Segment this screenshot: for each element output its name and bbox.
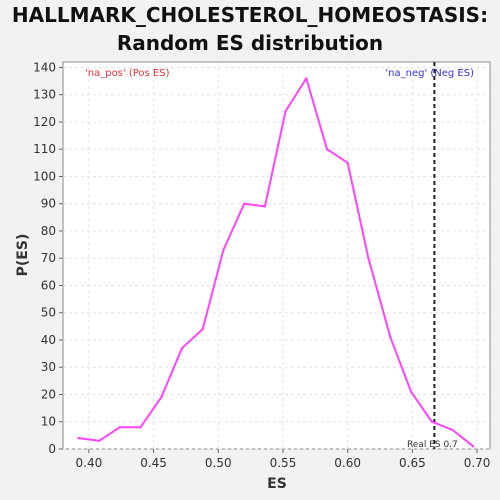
x-tick-label: 0.55 [270,456,297,470]
y-tick-label: 100 [33,169,56,183]
y-tick-label: 10 [41,415,56,429]
data-point [160,396,163,399]
series-line [78,77,474,448]
data-point [451,428,454,432]
y-tick-label: 130 [33,88,56,102]
data-point [284,109,287,113]
y-tick-label: 70 [41,251,56,265]
y-tick-label: 60 [41,278,56,292]
y-tick-label: 120 [33,115,56,129]
data-point [346,161,349,165]
x-tick-label: 0.65 [399,456,426,470]
data-point [409,390,413,393]
data-point [367,257,370,260]
y-tick-label: 90 [41,197,56,211]
series-layer [77,77,475,448]
real-es-label: Real ES 0.7 [407,440,458,450]
y-axis-label: P(ES) [15,234,31,277]
x-axis-label: ES [267,476,287,492]
x-tick-label: 0.50 [205,456,232,470]
y-tick-label: 140 [33,60,56,74]
data-point [118,425,122,429]
data-point [325,148,329,151]
data-point [222,248,225,252]
chart-title-line2: Random ES distribution [117,31,383,55]
data-point [305,77,308,80]
data-point [389,336,392,339]
y-tick-label: 20 [41,387,56,401]
y-tick-label: 30 [41,360,56,374]
data-point [471,445,475,448]
data-point [77,436,80,440]
x-tick-label: 0.40 [76,456,103,470]
axis-ticks: 0 10 20 30 40 50 60 70 80 90 100 110 120 130 140 0.40 0.… [33,60,490,470]
data-point [430,420,433,423]
y-tick-label: 50 [41,306,56,320]
data-point [139,425,142,429]
data-point [263,205,267,208]
x-tick-label: 0.60 [334,456,361,470]
data-point [180,346,184,350]
x-tick-label: 0.70 [464,456,491,470]
y-tick-label: 0 [48,442,56,456]
y-tick-label: 80 [41,224,56,238]
grid [63,62,490,450]
plot-area [62,61,491,450]
y-tick-label: 40 [41,333,56,347]
data-point [242,202,246,205]
chart-title-line1: HALLMARK_CHOLESTEROL_HOMEOSTASIS: [12,3,488,27]
y-tick-label: 110 [33,142,56,156]
data-point [201,327,204,331]
neg-es-annotation: 'na_neg' (Neg ES) [385,68,474,79]
data-point [98,439,101,443]
x-tick-label: 0.45 [140,456,167,470]
pos-es-annotation: 'na_pos' (Pos ES) [85,68,170,79]
